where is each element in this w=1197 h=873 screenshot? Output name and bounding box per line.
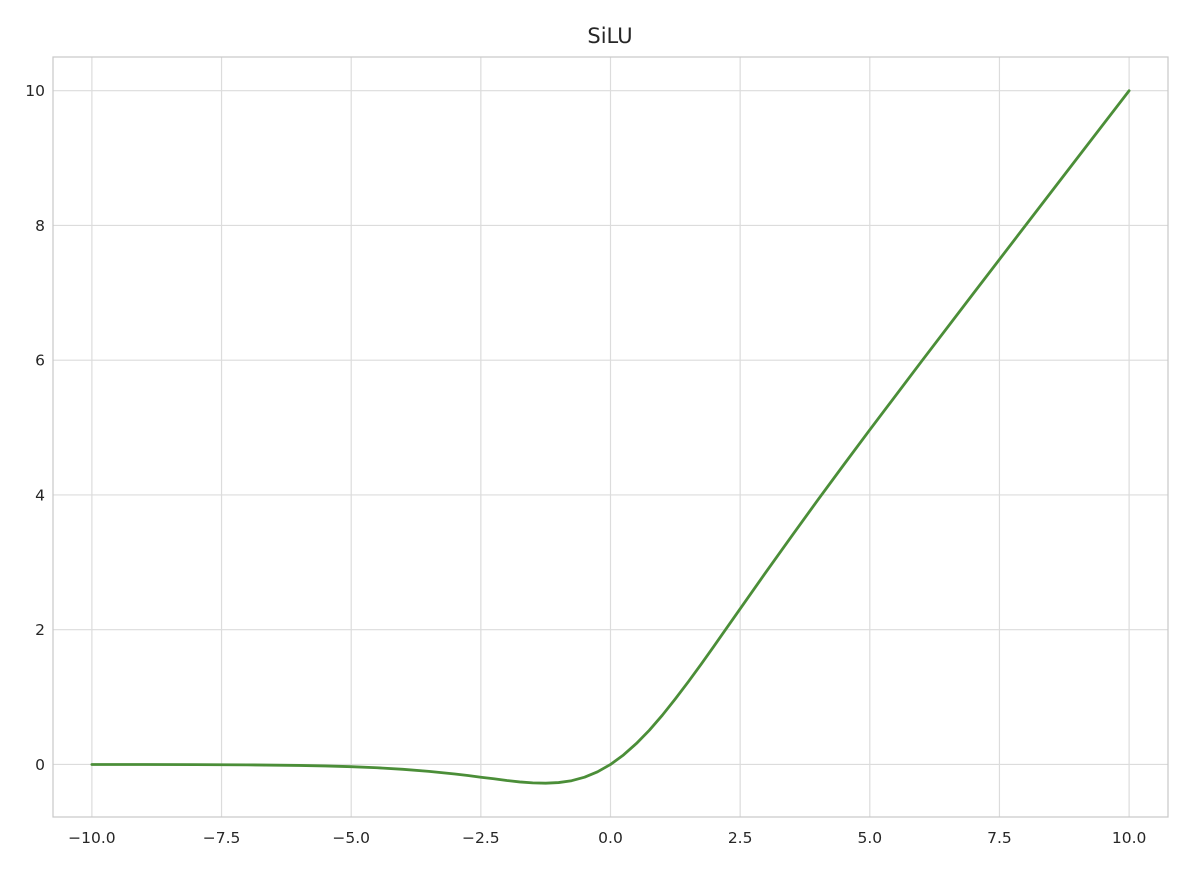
y-tick-label: 6 bbox=[35, 352, 45, 370]
series-layer bbox=[90, 89, 1131, 785]
x-tick-label: −5.0 bbox=[332, 829, 370, 847]
x-tick-label: −7.5 bbox=[203, 829, 241, 847]
x-axis-ticks: −10.0 −7.5 −5.0 −2.5 0.0 2.5 5.0 7.5 10.0 bbox=[68, 829, 1146, 847]
y-tick-label: 2 bbox=[35, 621, 45, 639]
plot-area-frame bbox=[52, 56, 1169, 818]
x-tick-label: 5.0 bbox=[857, 829, 882, 847]
y-tick-label: 0 bbox=[35, 756, 45, 774]
y-axis-ticks: 0 2 4 6 8 10 bbox=[25, 82, 45, 774]
y-tick-label: 8 bbox=[35, 217, 45, 235]
silu-series-line bbox=[90, 89, 1131, 785]
x-tick-label: 2.5 bbox=[728, 829, 753, 847]
y-tick-label: 10 bbox=[25, 82, 45, 100]
x-tick-label: 7.5 bbox=[987, 829, 1012, 847]
y-tick-label: 4 bbox=[35, 486, 45, 504]
x-tick-label: −10.0 bbox=[68, 829, 116, 847]
chart-title: SiLU bbox=[587, 24, 632, 48]
x-tick-label: 0.0 bbox=[598, 829, 623, 847]
x-tick-label: 10.0 bbox=[1112, 829, 1147, 847]
grid bbox=[53, 57, 1168, 817]
x-tick-label: −2.5 bbox=[462, 829, 500, 847]
